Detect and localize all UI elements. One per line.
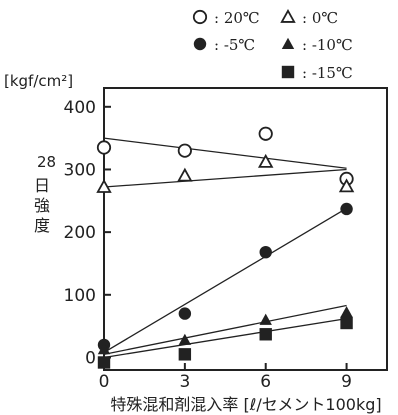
y-tick-label: 100 [64,286,96,306]
marker-triangle-open [96,178,112,193]
plot-layer: 0 100 200 300 400 0 3 6 9 [64,87,388,392]
series--5℃ [97,202,353,354]
legend-label: : 0℃ [302,9,338,27]
x-tick-label: 9 [341,372,352,392]
x-tick-label: 6 [260,372,271,392]
marker-triangle-open [338,178,355,193]
marker-circle-open [192,9,208,25]
marker-triangle-filled [97,343,111,355]
series--15℃ [97,316,353,369]
marker-triangle-filled [281,37,295,49]
marker-triangle-filled [178,333,192,345]
marker-triangle-filled [340,306,353,318]
y-tick-label: 0 [85,348,96,368]
marker-square-filled [281,65,295,79]
y-axis-label-char: 強 [34,196,50,215]
fit-line [103,137,347,169]
y-unit-label: [kgf/cm²] [4,72,73,90]
marker-square-filled [178,348,192,361]
series-20℃ [96,126,354,186]
y-axis-label: 日強度 [34,176,50,235]
marker-circle-filled [340,202,353,216]
y-axis-label-char: 度 [34,216,50,235]
x-tick-label: 3 [179,372,190,392]
series-layer [96,126,355,369]
fit-line [103,168,347,188]
marker-triangle-open [257,153,274,168]
marker-triangle-filled [259,313,272,325]
plot-frame [103,87,388,371]
x-axis-label: 特殊混和剤混入率 [ℓ/セメント100kg] [110,395,381,414]
legend: : 20℃ : 0℃ : -5℃ : -10℃ : -15℃ [192,8,353,82]
y-tick-label: 200 [64,223,96,243]
y-axis-label-char: 日 [34,176,50,195]
legend-label: : 20℃ [214,9,260,27]
fit-line [103,304,347,355]
marker-circle-open [258,126,273,141]
y-tick-label: 400 [64,98,96,118]
x-tick-label: 0 [99,372,110,392]
marker-square-filled [97,356,111,369]
fit-line [103,317,347,359]
marker-triangle-open [177,167,193,182]
y-axis-label-top: 28 [37,153,56,171]
marker-triangle-open [280,8,296,23]
marker-circle-open [177,143,192,158]
marker-circle-filled [178,307,192,320]
marker-circle-filled [259,245,272,259]
series-0℃ [96,153,355,193]
y-tick-label: 300 [64,160,96,180]
marker-square-filled [259,328,272,341]
legend-label: : -5℃ [214,36,255,54]
series--10℃ [97,304,353,355]
marker-square-filled [340,316,353,330]
legend-label: : -10℃ [302,36,353,54]
marker-circle-open [96,140,112,155]
legend-label: : -15℃ [302,64,353,82]
fit-line [103,207,347,354]
marker-circle-filled [193,37,207,51]
